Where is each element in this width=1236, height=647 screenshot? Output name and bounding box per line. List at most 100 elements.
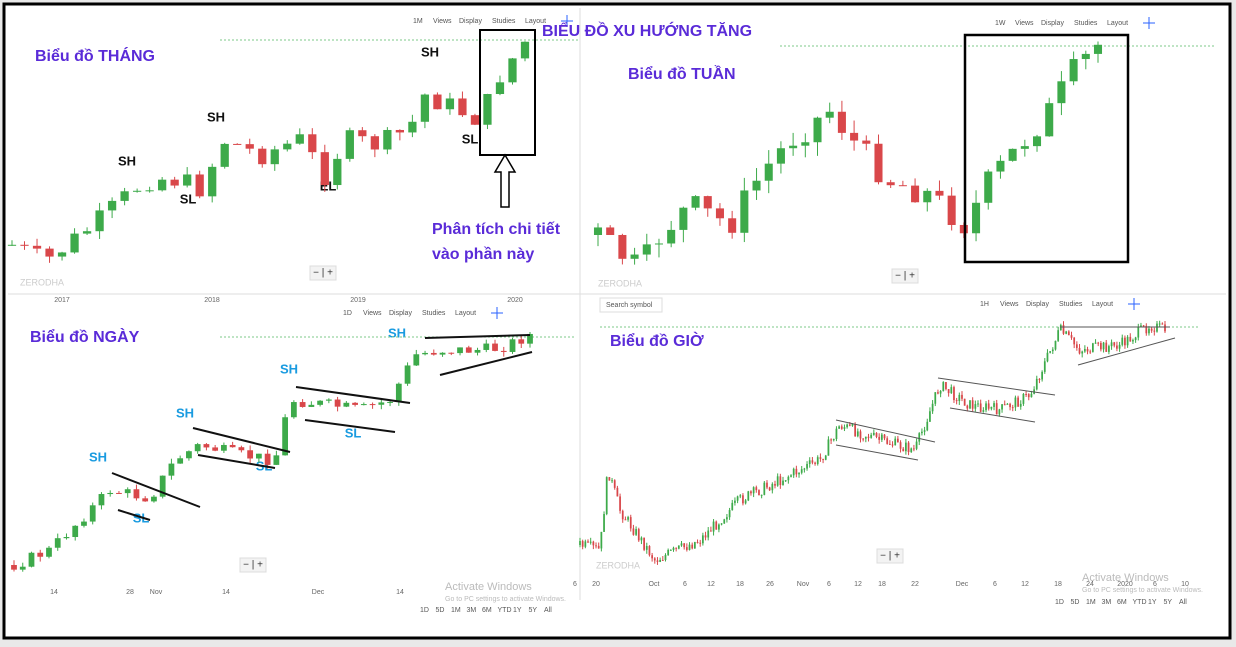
zoom-control[interactable] — [876, 548, 904, 564]
candle-body — [758, 490, 760, 496]
range-button[interactable]: 5Y — [529, 607, 538, 614]
trend-line — [424, 334, 531, 339]
zoom-control[interactable] — [239, 557, 267, 573]
candle-body — [872, 432, 875, 435]
candle-body — [1038, 378, 1041, 380]
toolbar-button[interactable]: Studies — [492, 18, 516, 25]
candle-body — [883, 434, 886, 439]
toolbar-button[interactable]: Display — [459, 18, 482, 25]
range-button[interactable]: YTD — [498, 607, 512, 614]
candle-body — [45, 248, 54, 257]
candle-body — [789, 145, 798, 149]
toolbar-button[interactable]: Views — [363, 310, 382, 317]
candle-body — [333, 158, 342, 186]
range-button[interactable]: 1D — [1055, 599, 1064, 606]
x-axis-label: 14 — [222, 589, 230, 596]
range-button[interactable]: 3M — [1102, 599, 1112, 606]
candle-body — [11, 565, 17, 570]
candle-body — [1057, 330, 1060, 341]
toolbar-button[interactable]: 1M — [413, 18, 423, 25]
candle-body — [693, 542, 696, 549]
zoom-control[interactable] — [891, 268, 919, 284]
toolbar-button[interactable]: Display — [389, 310, 412, 317]
range-button[interactable]: 6M — [1117, 599, 1127, 606]
candle-body — [1161, 323, 1164, 325]
candle-body — [848, 424, 851, 426]
candle-body — [1108, 346, 1110, 352]
toolbar-button[interactable]: Display — [1026, 301, 1049, 308]
candle-body — [764, 163, 773, 181]
toolbar-button[interactable]: Layout — [525, 18, 546, 25]
trend-line — [1077, 337, 1176, 366]
x-axis-label: 2018 — [204, 297, 220, 304]
trend-line — [304, 419, 396, 433]
toolbar-button[interactable]: Studies — [1059, 301, 1083, 308]
range-button[interactable]: 5D — [1071, 599, 1080, 606]
annotation: SL — [345, 425, 362, 440]
toolbar-button[interactable]: Display — [1041, 20, 1064, 27]
candle-body — [132, 190, 142, 192]
candle-body — [651, 555, 654, 559]
header-title: BIỂU ĐỒ XU HƯỚNG TĂNG — [542, 21, 752, 40]
candle-body — [731, 502, 734, 511]
candle-body — [603, 514, 605, 532]
candle-body — [413, 354, 420, 366]
toolbar-button[interactable]: 1W — [995, 20, 1006, 27]
range-button[interactable]: 1Y — [513, 607, 522, 614]
panel-title: Biểu đồ THÁNG — [35, 46, 155, 65]
candle-body — [856, 431, 859, 437]
toolbar-button[interactable]: Views — [1000, 301, 1019, 308]
candle-body — [345, 130, 354, 159]
candle-body — [439, 352, 446, 355]
search-box[interactable] — [599, 297, 663, 313]
range-button[interactable]: 1D — [420, 607, 429, 614]
candle-body — [1046, 352, 1049, 362]
candle-body — [1097, 342, 1100, 344]
candle-body — [715, 208, 724, 219]
range-button[interactable]: All — [1179, 599, 1187, 606]
range-button[interactable]: All — [544, 607, 552, 614]
toolbar-button[interactable]: 1D — [343, 310, 352, 317]
candle-body — [931, 403, 934, 412]
toolbar-button[interactable]: Views — [1015, 20, 1034, 27]
range-button[interactable]: 1Y — [1148, 599, 1157, 606]
range-button[interactable]: 5D — [436, 607, 445, 614]
candle-body — [28, 552, 35, 567]
candle-body — [1022, 394, 1025, 404]
toolbar-button[interactable]: Studies — [1074, 20, 1098, 27]
range-button[interactable]: 1M — [451, 607, 461, 614]
zoom-control: − | + — [895, 271, 915, 282]
candle-body — [82, 231, 92, 234]
range-button[interactable]: 3M — [467, 607, 477, 614]
candle-body — [624, 519, 627, 521]
candle-body — [611, 480, 613, 482]
candle-body — [608, 477, 611, 481]
candle-body — [107, 492, 114, 495]
range-button[interactable]: 6M — [482, 607, 492, 614]
panel-title: Biểu đồ GIỜ — [610, 331, 704, 350]
candle-body — [629, 517, 632, 529]
candle-body — [1100, 343, 1102, 350]
annotation: SH — [176, 405, 194, 420]
range-button[interactable]: YTD — [1133, 599, 1147, 606]
toolbar-button[interactable]: Layout — [455, 310, 476, 317]
candle-body — [950, 387, 953, 394]
toolbar-button[interactable]: Views — [433, 18, 452, 25]
range-button[interactable]: 1M — [1086, 599, 1096, 606]
toolbar-button[interactable]: Studies — [422, 310, 446, 317]
candle-body — [370, 136, 379, 150]
range-button[interactable]: 5Y — [1164, 599, 1173, 606]
candle-body — [19, 566, 26, 570]
watermark: ZERODHA — [598, 278, 642, 288]
candle-body — [699, 542, 702, 544]
panel-title: Biểu đồ NGÀY — [30, 327, 140, 346]
candle-body — [723, 519, 726, 524]
toolbar-button[interactable]: Layout — [1107, 20, 1128, 27]
zoom-control[interactable] — [309, 265, 337, 281]
candle-body — [1132, 340, 1134, 342]
toolbar-button[interactable]: 1H — [980, 301, 989, 308]
candle-body — [918, 433, 921, 442]
candle-body — [996, 160, 1005, 172]
toolbar-button[interactable]: Layout — [1092, 301, 1113, 308]
candle-body — [874, 143, 883, 183]
